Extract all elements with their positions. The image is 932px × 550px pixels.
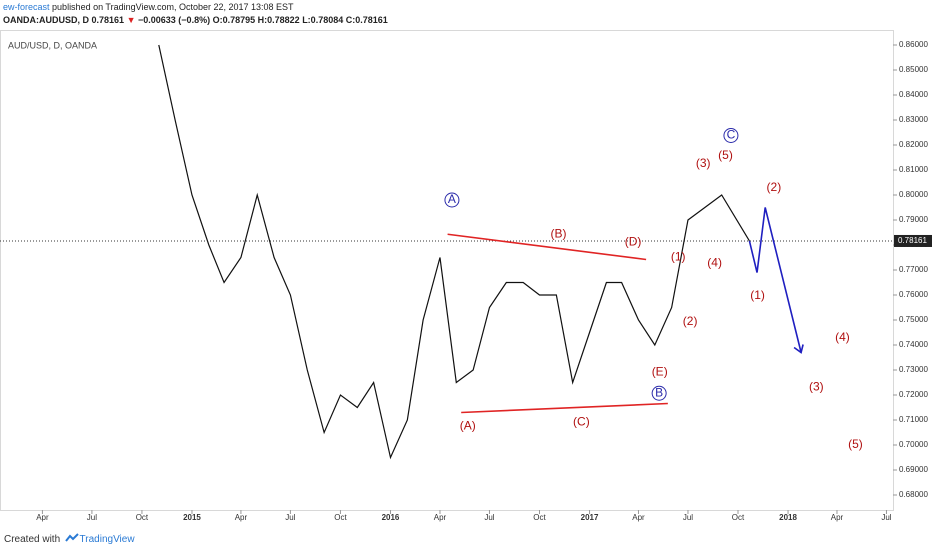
x-tick-label: Apr [632,513,645,522]
open: O:0.78795 [212,15,256,25]
logo [65,533,79,542]
x-tick-label: Jul [484,513,494,522]
wave-label: (3) [696,156,711,170]
last-price-box [894,234,932,247]
y-tick-label: 0.69000 [899,465,928,474]
x-tick-label: Apr [434,513,447,522]
x-tick-label: 2018 [779,513,797,522]
y-tick-label: 0.86000 [899,40,928,49]
wave-label: C [727,128,736,142]
wave-label: (3) [809,379,824,393]
last: 0.78161 [91,15,125,25]
x-tick-label: 2017 [581,513,599,522]
price-line [158,44,750,460]
trendline [461,402,668,414]
y-tick-label: 0.68000 [899,490,928,499]
close: C:0.78161 [345,15,388,25]
change: −0.00633 (−0.8%) [138,15,211,25]
y-tick-label: 0.79000 [899,215,928,224]
plot-frame [0,30,894,511]
y-tick-label: 0.71000 [899,415,928,424]
y-tick-label: 0.85000 [899,65,928,74]
symbol: OANDA:AUDUSD, D [3,15,89,25]
wave-circle [651,385,667,401]
last-price-label: 0.78161 [898,236,927,245]
published: published on TradingView.com, October 22… [52,2,294,12]
x-tick-label: Oct [732,513,745,522]
wave-label: (1) [750,288,765,302]
wave-label: (2) [683,314,698,328]
wave-label: (A) [460,419,476,433]
x-tick-label: Jul [683,513,693,522]
created: Created with [4,534,61,545]
y-tick-label: 0.74000 [899,340,928,349]
wave-label: (1) [671,250,686,264]
x-tick-label: Jul [285,513,295,522]
brand[interactable]: TradingView [79,534,135,545]
wave-label: (4) [707,256,722,270]
wave-label: B [655,385,663,399]
y-tick-label: 0.73000 [899,365,928,374]
wave-circle [723,128,739,143]
publish-line: ew-forecast published on TradingView.com… [3,2,294,12]
wave-label: (4) [835,330,850,344]
y-tick-label: 0.75000 [899,315,928,324]
wave-label: (E) [652,365,668,379]
footer: Created with TradingView [4,532,135,545]
y-tick-label: 0.81000 [899,165,928,174]
ohlc-line: OANDA:AUDUSD, D 0.78161 ▼ −0.00633 (−0.8… [3,15,388,25]
high: H:0.78822 [257,15,300,25]
projection [748,207,802,353]
wave-circle [444,192,460,208]
y-tick-label: 0.83000 [899,115,928,124]
y-tick-label: 0.77000 [899,265,928,274]
y-tick-label: 0.80000 [899,190,928,199]
wave-label: (2) [767,180,782,194]
arrow-head [793,344,804,354]
chart-title: AUD/USD, D, OANDA [8,40,97,50]
wave-label: (C) [573,415,590,429]
y-tick-label: 0.82000 [899,140,928,149]
x-tick-label: Jul [87,513,97,522]
x-tick-label: Apr [36,513,49,522]
x-tick-label: 2016 [382,513,400,522]
y-tick-label: 0.72000 [899,390,928,399]
x-tick-label: Oct [334,513,347,522]
x-tick-label: Apr [235,513,248,522]
y-tick-label: 0.76000 [899,290,928,299]
author[interactable]: ew-forecast [3,2,50,12]
x-tick-label: Apr [831,513,844,522]
x-tick-label: Oct [533,513,546,522]
low: L:0.78084 [302,15,344,25]
y-tick-label: 0.84000 [899,90,928,99]
wave-label: (5) [718,148,733,162]
wave-label: A [448,192,456,206]
y-tick-label: 0.70000 [899,440,928,449]
x-tick-label: Oct [136,513,149,522]
wave-label: (D) [625,235,642,249]
chart: AUD/USD, D, OANDA 0.68000 0.69000 0.70000 0… [0,30,932,522]
down-icon: ▼ [126,15,136,25]
x-tick-label: 2015 [183,513,201,522]
trendline [447,233,647,261]
wave-label: (5) [848,437,863,451]
x-tick-label: Jul [881,513,891,522]
wave-label: (B) [551,226,567,240]
